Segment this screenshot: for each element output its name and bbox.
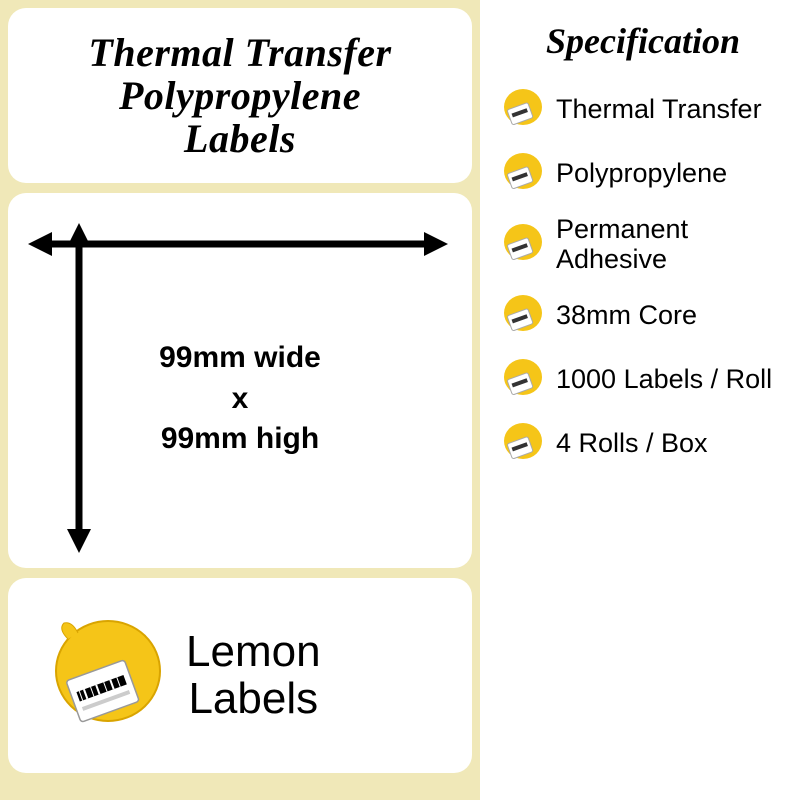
title-line-1: Thermal Transfer bbox=[88, 30, 391, 75]
specification-panel: Specification Thermal Transfer Polypropy… bbox=[480, 0, 800, 800]
spec-item-label: Permanent Adhesive bbox=[556, 214, 788, 274]
brand-name: Lemon Labels bbox=[186, 629, 321, 721]
lemon-labels-logo-icon bbox=[38, 611, 168, 741]
spec-list: Thermal Transfer Polypropylene Permanent… bbox=[498, 86, 788, 466]
dim-separator: x bbox=[232, 382, 249, 415]
spec-item: Permanent Adhesive bbox=[498, 214, 788, 274]
product-visual-panel: Thermal Transfer Polypropylene Labels 99… bbox=[0, 0, 480, 800]
product-title: Thermal Transfer Polypropylene Labels bbox=[88, 31, 391, 161]
dim-height: 99mm high bbox=[161, 422, 319, 455]
lemon-bullet-icon bbox=[498, 292, 544, 338]
spec-item: Polypropylene bbox=[498, 150, 788, 196]
dimensions-text: 99mm wide x 99mm high bbox=[8, 338, 472, 460]
spec-item: 1000 Labels / Roll bbox=[498, 356, 788, 402]
lemon-bullet-icon bbox=[498, 86, 544, 132]
lemon-bullet-icon bbox=[498, 420, 544, 466]
spec-item: Thermal Transfer bbox=[498, 86, 788, 132]
spec-item-label: Thermal Transfer bbox=[556, 94, 762, 124]
lemon-bullet-icon bbox=[498, 150, 544, 196]
dim-width: 99mm wide bbox=[159, 341, 321, 374]
spec-item-label: 38mm Core bbox=[556, 300, 697, 330]
spec-item-label: 1000 Labels / Roll bbox=[556, 364, 772, 394]
spec-item: 4 Rolls / Box bbox=[498, 420, 788, 466]
spec-item: 38mm Core bbox=[498, 292, 788, 338]
brand-line-2: Labels bbox=[188, 674, 318, 723]
spec-heading: Specification bbox=[498, 20, 788, 62]
lemon-bullet-icon bbox=[498, 221, 544, 267]
lemon-bullet-icon bbox=[498, 356, 544, 402]
title-line-3: Labels bbox=[184, 116, 296, 161]
brand-line-1: Lemon bbox=[186, 627, 321, 676]
brand-card: Lemon Labels bbox=[8, 578, 472, 773]
title-line-2: Polypropylene bbox=[119, 73, 361, 118]
spec-item-label: Polypropylene bbox=[556, 158, 727, 188]
dimensions-card: 99mm wide x 99mm high bbox=[8, 193, 472, 568]
spec-item-label: 4 Rolls / Box bbox=[556, 428, 708, 458]
product-title-card: Thermal Transfer Polypropylene Labels bbox=[8, 8, 472, 183]
